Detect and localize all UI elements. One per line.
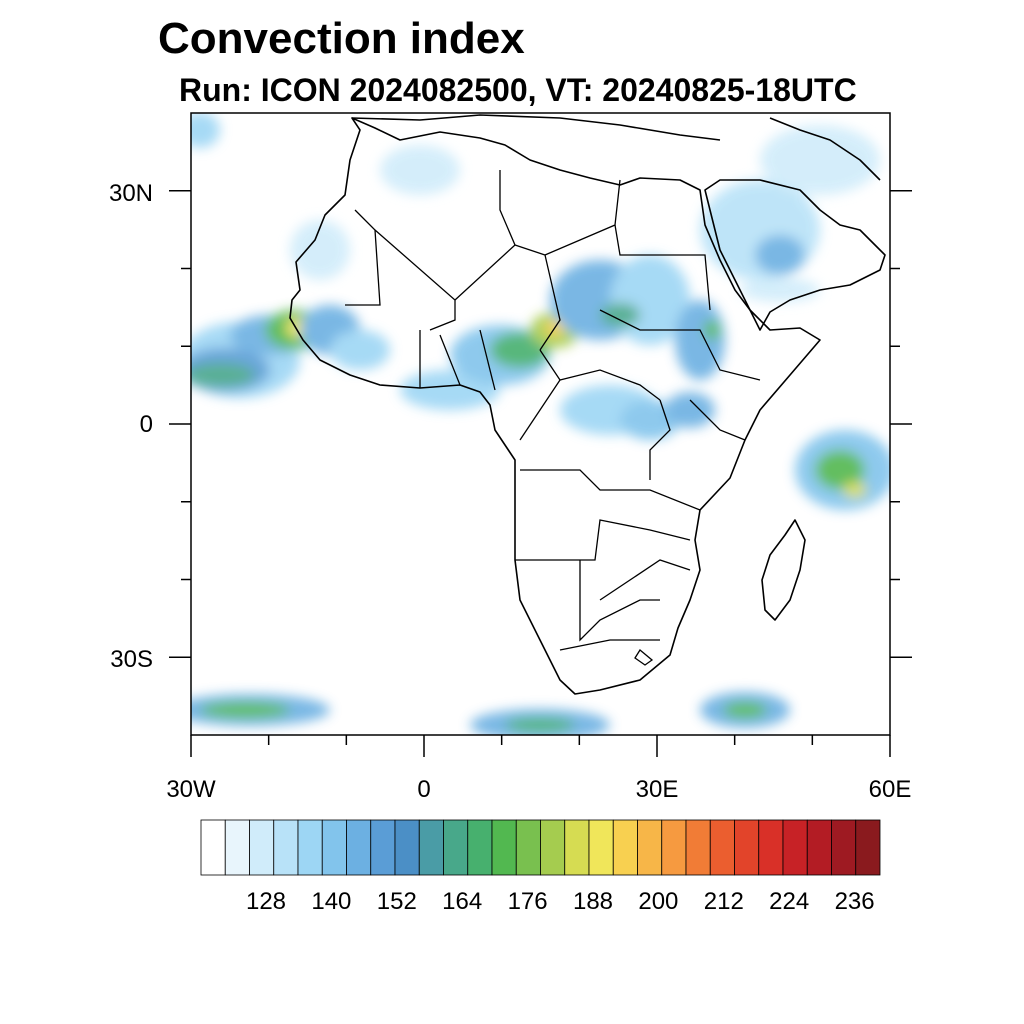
colorbar-swatch <box>612 819 638 876</box>
colorbar-swatch <box>515 819 541 876</box>
lon-label-30e: 30E <box>635 776 679 803</box>
convection-field <box>191 113 890 735</box>
lat-label-30s: 30S <box>110 646 153 673</box>
colorbar-swatch <box>709 819 735 876</box>
colorbar-label: 200 <box>638 888 679 915</box>
colorbar-label: 188 <box>572 888 614 915</box>
colorbar-label: 236 <box>834 888 875 915</box>
colorbar-swatch <box>685 819 711 876</box>
axis-ticks <box>169 190 912 757</box>
lon-label-60e: 60E <box>868 776 912 803</box>
coastlines <box>289 114 886 695</box>
colorbar-swatch <box>297 819 323 876</box>
colorbar-swatch <box>418 819 444 876</box>
colorbar-swatch <box>249 819 275 876</box>
colorbar-swatch <box>200 819 226 876</box>
colorbar-swatch <box>782 819 808 876</box>
colorbar-swatch <box>637 819 663 876</box>
colorbar-label: 128 <box>245 888 287 915</box>
map-title: Convection index <box>158 14 525 63</box>
colorbar-label: 164 <box>442 888 483 915</box>
colorbar-swatch <box>346 819 372 876</box>
map-subtitle: Run: ICON 2024082500, VT: 20240825-18UTC <box>179 72 857 108</box>
colorbar-swatch <box>540 819 566 876</box>
colorbar <box>200 819 881 876</box>
colorbar-swatch <box>855 819 881 876</box>
colorbar-label: 140 <box>311 888 352 915</box>
colorbar-swatch <box>467 819 493 876</box>
colorbar-swatch <box>273 819 299 876</box>
colorbar-swatch <box>564 819 590 876</box>
colorbar-label: 176 <box>507 888 548 915</box>
colorbar-swatch <box>443 819 469 876</box>
country-borders <box>345 170 761 666</box>
colorbar-label: 224 <box>769 888 810 915</box>
colorbar-swatch <box>224 819 250 876</box>
colorbar-swatch <box>394 819 420 876</box>
colorbar-swatch <box>831 819 857 876</box>
colorbar-label: 212 <box>703 888 744 915</box>
colorbar-swatch <box>491 819 517 876</box>
colorbar-swatch <box>734 819 760 876</box>
colorbar-swatch <box>661 819 687 876</box>
colorbar-swatch <box>370 819 396 876</box>
colorbar-label: 152 <box>376 888 417 915</box>
lon-label-30w: 30W <box>166 776 216 803</box>
lat-label-30n: 30N <box>108 180 153 207</box>
colorbar-swatch <box>806 819 832 876</box>
colorbar-swatch <box>588 819 614 876</box>
colorbar-swatch <box>758 819 784 876</box>
lat-label-0: 0 <box>139 411 153 438</box>
colorbar-swatch <box>321 819 347 876</box>
lon-label-0: 0 <box>417 776 431 803</box>
